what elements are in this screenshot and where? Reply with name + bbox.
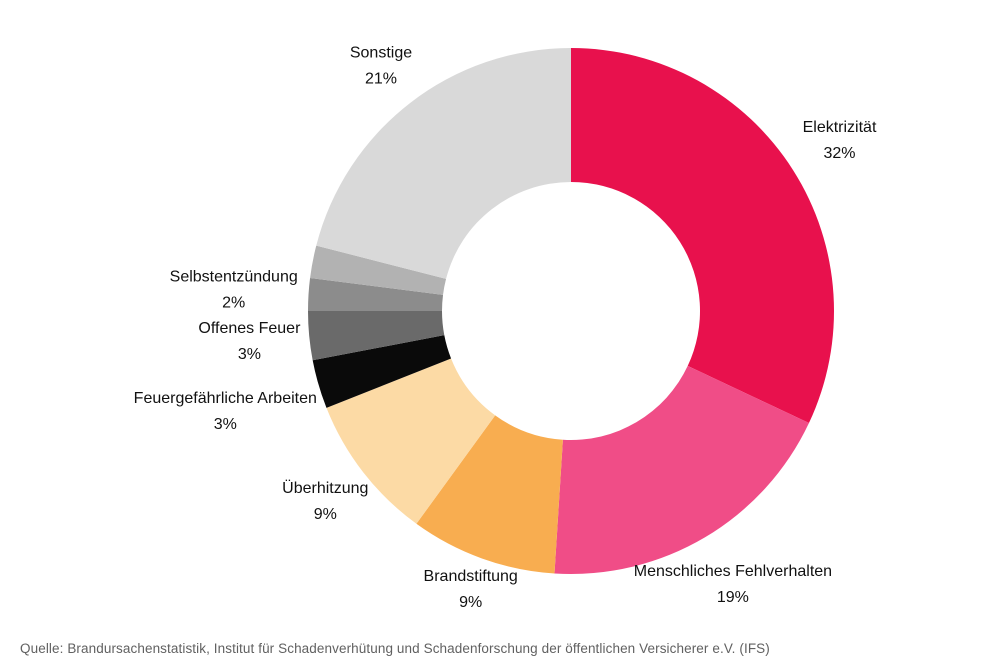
slice-label-group-elektrizitaet: Elektrizität 32% <box>803 119 877 162</box>
donut-slice-unlabeled-gray <box>310 245 447 295</box>
slice-label-pct-offenes-feuer: 3% <box>238 346 261 363</box>
slice-label-pct-brandstiftung: 9% <box>459 594 482 611</box>
donut-slice-sonstige <box>316 48 571 279</box>
donut-slice-elektrizitaet <box>571 47 835 423</box>
slice-label-name-elektrizitaet: Elektrizität <box>803 119 877 136</box>
slice-label-group-feuergefaehrliche-arbeiten: Feuergefährliche Arbeiten 3% <box>134 390 317 433</box>
source-note: Quelle: Brandursachenstatistik, Institut… <box>20 641 770 656</box>
slice-label-pct-sonstige: 21% <box>365 71 397 88</box>
slice-label-group-selbstentzuendung: Selbstentzündung 2% <box>170 268 298 311</box>
donut-slice-ueberhitzung <box>326 358 496 524</box>
slice-label-name-feuergefaehrliche-arbeiten: Feuergefährliche Arbeiten <box>134 390 317 407</box>
slice-label-name-ueberhitzung: Überhitzung <box>282 479 368 497</box>
slice-label-group-brandstiftung: Brandstiftung 9% <box>424 568 518 611</box>
slice-label-pct-feuergefaehrliche-arbeiten: 3% <box>214 416 237 433</box>
slice-label-pct-selbstentzuendung: 2% <box>222 294 245 311</box>
donut-slice-brandstiftung <box>416 415 563 574</box>
donut-slice-feuergefaehrliche-arbeiten <box>312 335 452 408</box>
slice-label-name-brandstiftung: Brandstiftung <box>424 568 518 585</box>
slice-label-group-menschliches-fehlverhalten: Menschliches Fehlverhalten 19% <box>634 563 832 606</box>
donut-slice-offenes-feuer <box>308 311 445 361</box>
donut-slice-selbstentzuendung <box>308 278 444 311</box>
slice-label-group-sonstige: Sonstige 21% <box>350 45 412 88</box>
slice-label-group-offenes-feuer: Offenes Feuer 3% <box>198 320 301 363</box>
slice-label-pct-ueberhitzung: 9% <box>314 506 337 523</box>
slice-label-pct-menschliches-fehlverhalten: 19% <box>717 589 749 606</box>
slice-label-group-ueberhitzung: Überhitzung 9% <box>282 479 368 523</box>
slice-label-name-menschliches-fehlverhalten: Menschliches Fehlverhalten <box>634 563 832 580</box>
slice-label-name-offenes-feuer: Offenes Feuer <box>198 320 301 337</box>
slice-label-name-sonstige: Sonstige <box>350 45 412 62</box>
slice-label-name-selbstentzuendung: Selbstentzündung <box>170 268 298 285</box>
donut-slice-menschliches-fehlverhalten <box>554 365 809 574</box>
slice-label-pct-elektrizitaet: 32% <box>823 145 855 162</box>
